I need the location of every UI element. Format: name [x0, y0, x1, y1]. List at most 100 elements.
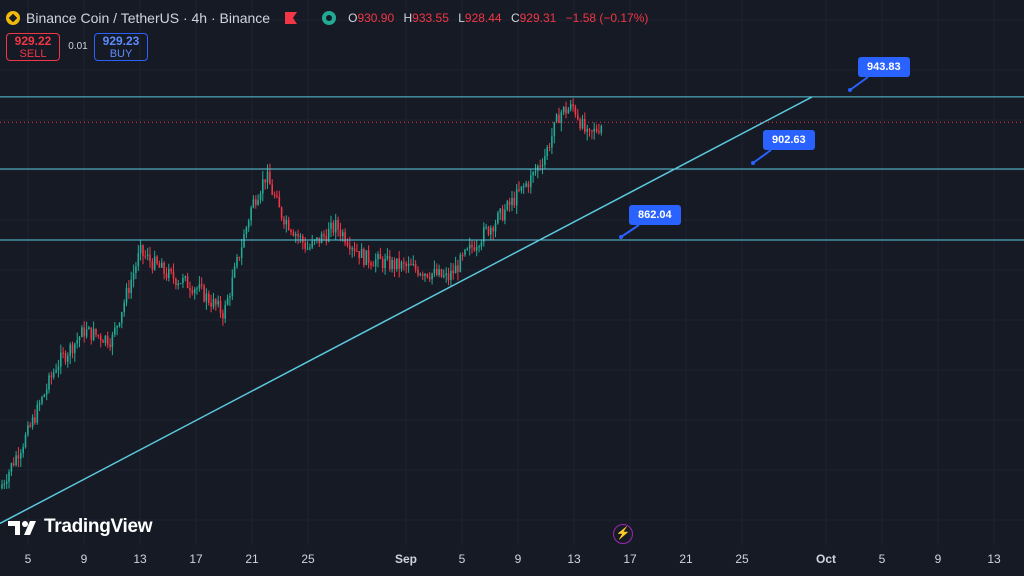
- candle-body: [125, 287, 128, 303]
- price-tag[interactable]: 862.04: [629, 205, 681, 225]
- candle-body: [146, 254, 149, 256]
- low-value: 928.44: [464, 11, 502, 25]
- candle-body: [69, 344, 71, 356]
- candle-body: [532, 172, 534, 176]
- candle-body: [527, 183, 530, 188]
- candle-body: [525, 183, 527, 187]
- candle-body: [106, 335, 109, 345]
- candle-body: [161, 262, 163, 268]
- candle-body: [393, 259, 396, 269]
- buy-button[interactable]: 929.23 BUY: [94, 33, 148, 61]
- candle-body: [487, 226, 490, 235]
- candle-body: [424, 273, 426, 276]
- flag-icon[interactable]: [284, 12, 298, 24]
- candle-body: [370, 263, 372, 266]
- candle-body: [299, 236, 302, 238]
- lightning-icon[interactable]: ⚡: [613, 524, 633, 544]
- candle-body: [480, 242, 483, 247]
- candle-body: [52, 372, 55, 378]
- candle-body: [12, 463, 15, 466]
- visibility-icon[interactable]: [322, 11, 337, 25]
- candle-body: [577, 114, 579, 120]
- candle-body: [478, 246, 480, 248]
- candle-body: [353, 248, 356, 251]
- candle-body: [287, 219, 290, 230]
- candle-body: [153, 256, 156, 270]
- candle-body: [339, 229, 342, 237]
- open-value: 930.90: [357, 11, 395, 25]
- candle-body: [468, 244, 471, 249]
- candle-body: [356, 251, 358, 252]
- candle-body: [391, 259, 393, 270]
- candle-body: [177, 283, 179, 286]
- candle-body: [471, 244, 473, 248]
- candle-body: [588, 129, 591, 131]
- candle-body: [405, 263, 407, 267]
- candle-body: [595, 128, 598, 132]
- candle-body: [464, 249, 466, 255]
- candle-body: [428, 277, 431, 280]
- candle-body: [95, 328, 97, 335]
- time-axis-label: 21: [245, 552, 259, 566]
- candle-body: [377, 254, 379, 260]
- candle-body: [250, 207, 252, 221]
- candle-body: [513, 198, 516, 206]
- candle-body: [384, 258, 386, 269]
- candle-body: [104, 335, 107, 343]
- candle-body: [379, 254, 382, 259]
- candle-body: [229, 296, 231, 298]
- candle-body: [544, 156, 546, 165]
- candle-body: [121, 312, 123, 323]
- tradingview-logo[interactable]: TradingView: [8, 516, 153, 538]
- candle-body: [43, 394, 46, 397]
- candle-body: [323, 234, 325, 236]
- candle-body: [452, 270, 454, 274]
- candle-body: [515, 189, 518, 206]
- candle-body: [238, 257, 241, 259]
- candle-body: [118, 322, 121, 326]
- candle-body: [3, 483, 6, 485]
- tradingview-mark-icon: [8, 521, 36, 535]
- candle-body: [165, 273, 168, 279]
- time-axis-label: 21: [679, 552, 693, 566]
- candle-body: [294, 234, 297, 236]
- candle-body: [311, 241, 313, 248]
- time-axis-label: 5: [878, 552, 886, 566]
- price-tag[interactable]: 943.83: [858, 57, 910, 77]
- candle-body: [217, 300, 219, 305]
- tag-pointer: [849, 76, 869, 91]
- candle-body: [436, 268, 438, 275]
- candles: [1, 98, 603, 490]
- candle-body: [433, 268, 436, 274]
- candle-body: [128, 287, 130, 293]
- close-value: 929.31: [519, 11, 557, 25]
- candle-body: [581, 118, 584, 129]
- candle-body: [302, 236, 304, 243]
- candle-body: [349, 245, 351, 250]
- candle-body: [421, 274, 424, 276]
- candle-body: [297, 234, 299, 237]
- sell-button[interactable]: 929.22 SELL: [6, 33, 60, 61]
- candle-body: [156, 256, 158, 264]
- candle-body: [231, 277, 234, 297]
- candle-body: [83, 327, 85, 337]
- candle-body: [412, 264, 415, 266]
- candle-body: [219, 300, 222, 313]
- candle-body: [459, 254, 462, 272]
- candle-body: [330, 222, 332, 229]
- candle-body: [396, 258, 398, 269]
- candle-body: [504, 209, 506, 221]
- candle-body: [144, 255, 147, 257]
- candle-body: [342, 232, 344, 237]
- candle-body: [327, 228, 330, 242]
- price-tag[interactable]: 902.63: [763, 130, 815, 150]
- symbol-title[interactable]: Binance Coin / TetherUS · 4h · Binance: [26, 10, 271, 26]
- candle-body: [410, 263, 412, 266]
- candle-body: [316, 237, 318, 240]
- candle-body: [555, 114, 558, 123]
- candle-body: [29, 425, 31, 427]
- candle-body: [447, 273, 450, 281]
- candle-body: [142, 245, 144, 256]
- candle-body: [518, 189, 520, 191]
